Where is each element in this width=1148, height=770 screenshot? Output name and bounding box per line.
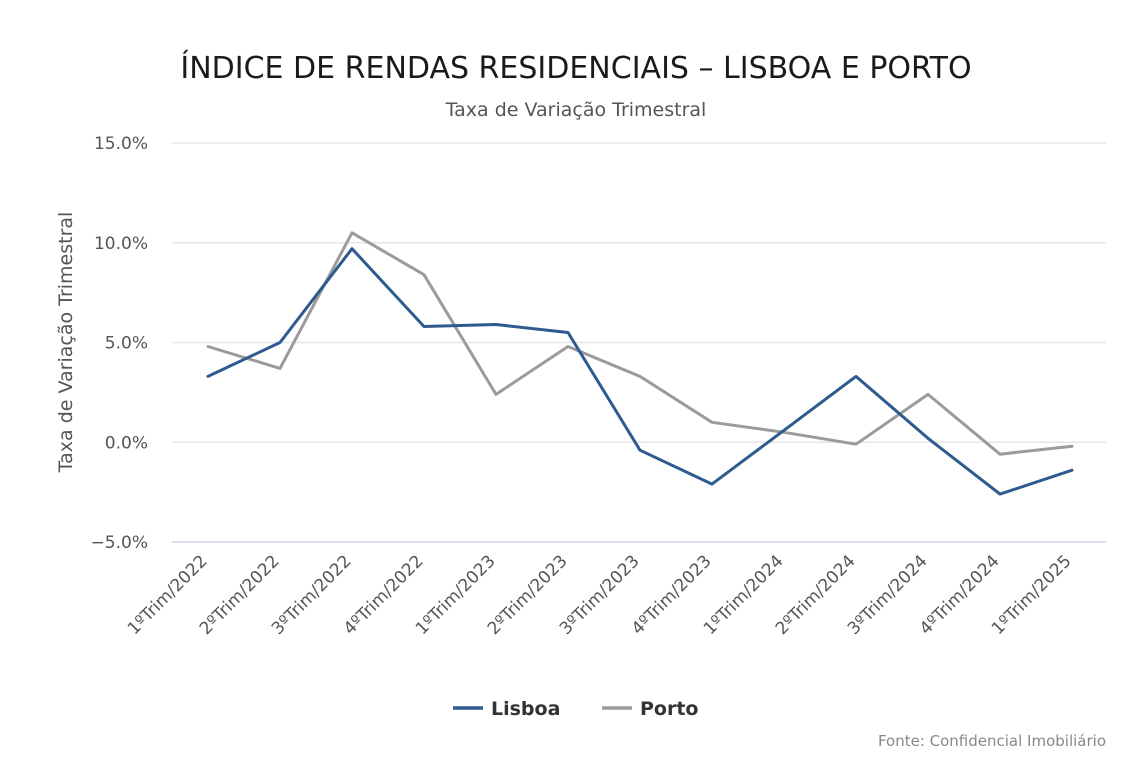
series-line-porto (206, 231, 1074, 456)
legend: Lisboa Porto (453, 698, 698, 720)
y-tick-label: 10.0% (94, 234, 148, 254)
series-line-lisboa (206, 247, 1074, 496)
y-tick-label: 5.0% (105, 334, 148, 354)
grid-lines (172, 142, 1106, 543)
y-axis-label: Taxa de Variação Trimestral (55, 212, 77, 474)
chart-title: ÍNDICE DE RENDAS RESIDENCIAIS – LISBOA E… (180, 50, 971, 86)
y-axis-ticks: 15.0% 10.0% 5.0% 0.0% −5.0% (91, 134, 148, 553)
chart-subtitle: Taxa de Variação Trimestral (445, 99, 707, 121)
legend-label-lisboa: Lisboa (491, 698, 560, 720)
y-tick-label: 0.0% (105, 433, 148, 453)
x-axis-ticks: 1ºTrim/20222ºTrim/20223ºTrim/20224ºTrim/… (124, 551, 1076, 639)
source-note: Fonte: Confidencial Imobiliário (878, 732, 1106, 750)
y-tick-label: −5.0% (91, 533, 148, 553)
legend-label-porto: Porto (640, 698, 698, 720)
series-lines (206, 231, 1074, 496)
y-tick-label: 15.0% (94, 134, 148, 154)
